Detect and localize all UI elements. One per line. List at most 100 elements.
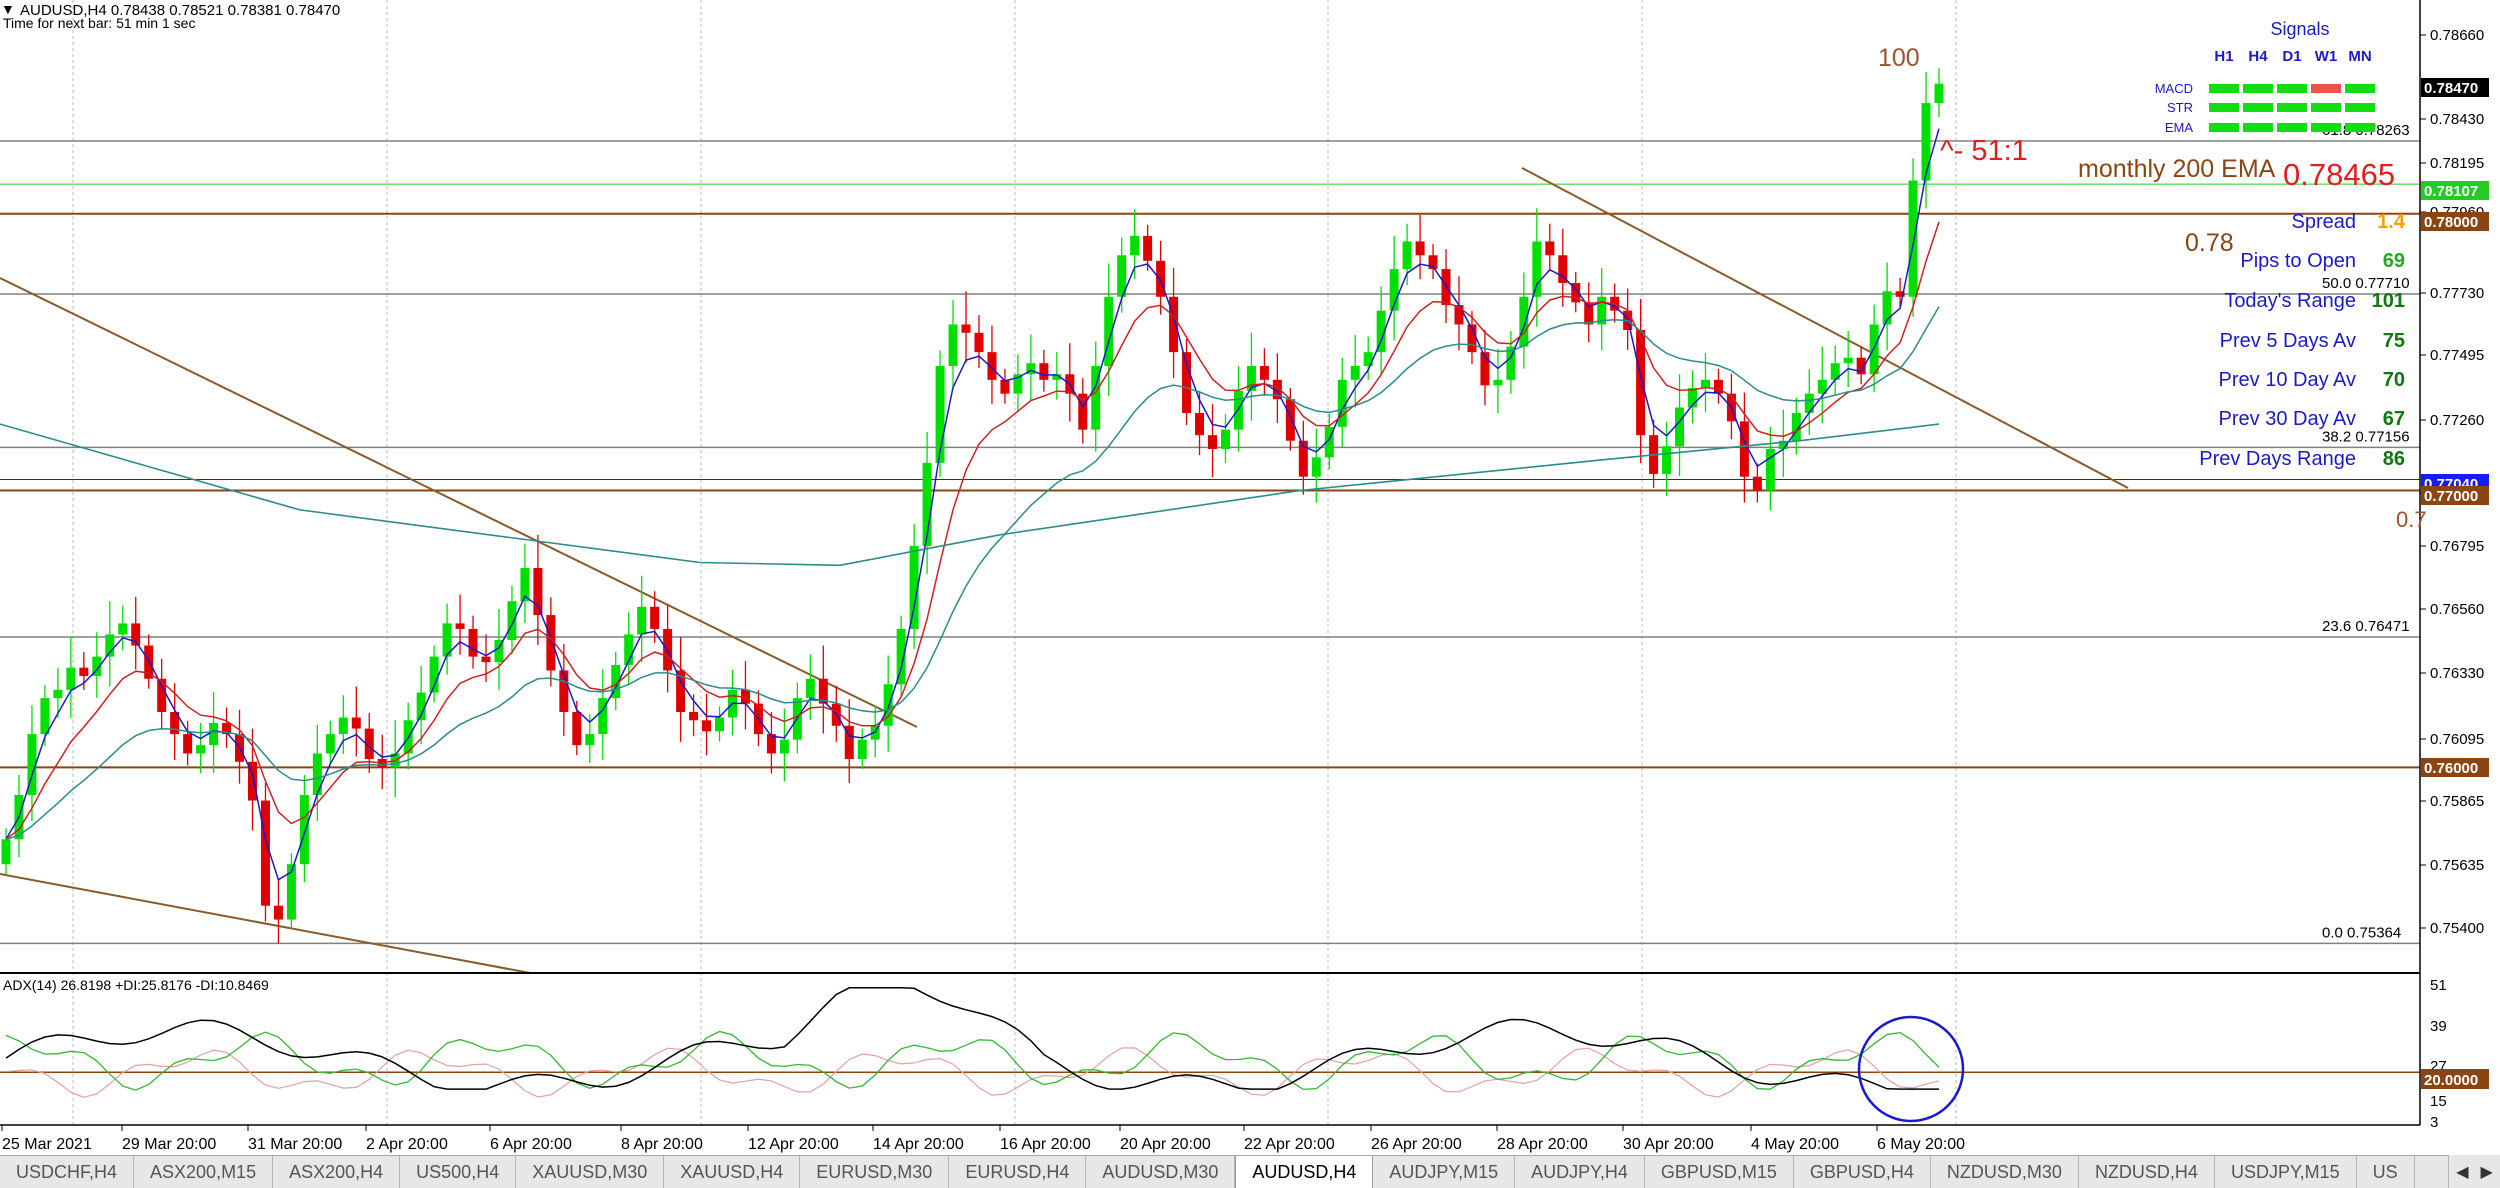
candle-body bbox=[611, 664, 621, 699]
signal-cell bbox=[2243, 103, 2273, 112]
stat-label: Prev 10 Day Av bbox=[2219, 369, 2356, 391]
stat-value: 75 bbox=[2383, 330, 2405, 352]
candle-body bbox=[1428, 255, 1438, 270]
candle-body bbox=[196, 745, 206, 754]
candle-body bbox=[1791, 413, 1801, 441]
candle-body bbox=[1895, 291, 1905, 297]
signal-cell bbox=[2209, 84, 2239, 93]
price-tag bbox=[2421, 212, 2489, 231]
candle-body bbox=[494, 640, 504, 663]
stat-label: Prev Days Range bbox=[2199, 448, 2356, 470]
annotation-ratio: ^- 51:1 bbox=[1940, 135, 2028, 167]
candle-body bbox=[857, 739, 867, 760]
candle-body bbox=[1402, 241, 1412, 270]
price-tag bbox=[2421, 181, 2489, 200]
signals-timeframe: H1 bbox=[2214, 48, 2233, 65]
stat-value: 1.4 bbox=[2377, 211, 2406, 233]
tab-audjpy-h4[interactable]: AUDJPY,H4 bbox=[1515, 1156, 1645, 1188]
tab-nzdusd-m30[interactable]: NZDUSD,M30 bbox=[1931, 1156, 2079, 1188]
time-tick-label: 6 May 20:00 bbox=[1877, 1136, 1965, 1153]
signal-cell bbox=[2311, 123, 2341, 132]
price-tag-label: 0.77000 bbox=[2424, 488, 2478, 505]
candle-body bbox=[1856, 357, 1866, 375]
candle-body bbox=[351, 717, 361, 729]
price-tick-label: 0.75865 bbox=[2430, 793, 2484, 810]
candle-body bbox=[935, 365, 945, 463]
candle-body bbox=[1363, 352, 1373, 366]
candle-body bbox=[1493, 379, 1503, 386]
candle-body bbox=[1143, 235, 1153, 261]
tab-usdjpy-m15[interactable]: USDJPY,M15 bbox=[2215, 1156, 2357, 1188]
signals-row-label: STR bbox=[2167, 100, 2193, 115]
tab-audjpy-m15[interactable]: AUDJPY,M15 bbox=[1373, 1156, 1516, 1188]
candle-body bbox=[1713, 379, 1723, 394]
candle-body bbox=[429, 656, 439, 693]
adx-level-tag bbox=[2421, 1069, 2489, 1089]
chart-tabs-bar: USDCHF,H4 ASX200,M15 ASX200,H4 US500,H4 XAUU… bbox=[0, 1155, 2500, 1188]
tab-xauusd-m30[interactable]: XAUUSD,M30 bbox=[516, 1156, 665, 1188]
candle-body bbox=[1052, 374, 1062, 380]
candle-body bbox=[1636, 330, 1646, 436]
signal-cell bbox=[2243, 123, 2273, 132]
signal-cell bbox=[2311, 84, 2341, 93]
price-tick-label: 0.76095 bbox=[2430, 731, 2484, 748]
candle-body bbox=[922, 462, 932, 546]
symbol-line: AUDUSD,H4 0.78438 0.78521 0.78381 0.7847… bbox=[20, 2, 340, 19]
tab-xauusd-h4[interactable]: XAUUSD,H4 bbox=[664, 1156, 801, 1188]
candle-body bbox=[1376, 310, 1386, 353]
candle-body bbox=[779, 739, 789, 754]
tab-nzdusd-h4[interactable]: NZDUSD,H4 bbox=[2079, 1156, 2215, 1188]
time-tick-label: 25 Mar 2021 bbox=[2, 1136, 92, 1153]
candle-body bbox=[1532, 241, 1542, 297]
candle-body bbox=[325, 734, 335, 754]
candle-body bbox=[1389, 269, 1399, 311]
tab-scroll-right-icon[interactable]: ▶ bbox=[2480, 1163, 2493, 1181]
candle-body bbox=[948, 324, 958, 366]
price-tick-label: 0.77260 bbox=[2430, 412, 2484, 429]
candle-body bbox=[1688, 388, 1698, 408]
candle-body bbox=[1830, 363, 1840, 380]
signal-cell bbox=[2277, 123, 2307, 132]
tab-audusd-h4[interactable]: AUDUSD,H4 bbox=[1235, 1156, 1374, 1188]
tab-us[interactable]: US bbox=[2357, 1156, 2415, 1188]
candle-body bbox=[1571, 282, 1581, 303]
candle-body bbox=[1350, 365, 1360, 380]
trendlines bbox=[0, 167, 2129, 974]
candle-body bbox=[1169, 296, 1179, 353]
candle-body bbox=[702, 720, 712, 732]
candle-body bbox=[1558, 255, 1568, 283]
signal-cell bbox=[2277, 103, 2307, 112]
tab-scroll-left-icon[interactable]: ◀ bbox=[2456, 1163, 2469, 1181]
candle-body bbox=[1519, 296, 1529, 347]
candle-body bbox=[987, 352, 997, 380]
annotation-level-07: 0.7 bbox=[2396, 507, 2427, 532]
tab-gbpusd-h4[interactable]: GBPUSD,H4 bbox=[1794, 1156, 1931, 1188]
candle-body bbox=[157, 678, 167, 712]
candle-body bbox=[546, 615, 556, 671]
tab-us500-h4[interactable]: US500,H4 bbox=[400, 1156, 517, 1188]
signal-cell bbox=[2243, 84, 2273, 93]
tab-gbpusd-m15[interactable]: GBPUSD,M15 bbox=[1645, 1156, 1794, 1188]
signal-cell bbox=[2345, 123, 2375, 132]
tab-audusd-m30[interactable]: AUDUSD,M30 bbox=[1086, 1156, 1236, 1188]
candle-body bbox=[961, 324, 971, 333]
candle-body bbox=[572, 711, 582, 746]
price-tag bbox=[2421, 758, 2489, 777]
collapse-arrow-icon[interactable]: ▼ bbox=[1, 1, 15, 17]
ema-slow bbox=[5, 306, 1940, 841]
tab-asx200-m15[interactable]: ASX200,M15 bbox=[134, 1156, 274, 1188]
tab-asx200-h4[interactable]: ASX200,H4 bbox=[273, 1156, 401, 1188]
tab-usdchf-h4[interactable]: USDCHF,H4 bbox=[0, 1156, 135, 1188]
candle-body bbox=[1921, 103, 1931, 181]
price-tag-label: 0.78107 bbox=[2424, 183, 2478, 200]
tab-eurusd-h4[interactable]: EURUSD,H4 bbox=[949, 1156, 1087, 1188]
candle-body bbox=[1739, 421, 1749, 477]
candle-body bbox=[1208, 435, 1218, 450]
candle-body bbox=[222, 723, 232, 735]
candle-body bbox=[1156, 260, 1166, 297]
candle-body bbox=[1000, 379, 1010, 394]
tab-eurusd-m30[interactable]: EURUSD,M30 bbox=[800, 1156, 950, 1188]
adx-label: ADX(14) 26.8198 +DI:25.8176 -DI:10.8469 bbox=[3, 977, 269, 993]
candle-body bbox=[533, 568, 543, 616]
